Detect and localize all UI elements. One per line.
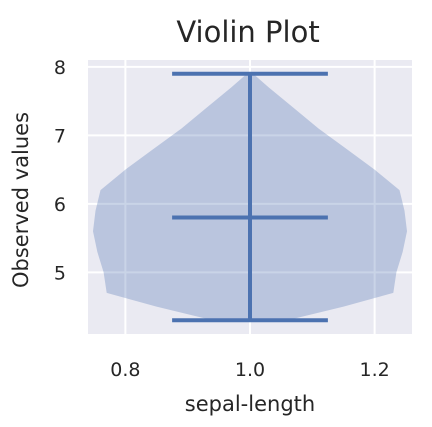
x-tick-labels: 0.8 1.0 1.2	[110, 359, 389, 381]
x-tick-label: 1.2	[360, 359, 390, 381]
x-tick-label: 1.0	[235, 359, 265, 381]
y-tick-label: 6	[54, 194, 66, 216]
x-tick-label: 0.8	[110, 359, 140, 381]
y-tick-label: 8	[54, 57, 66, 79]
chart-title: Violin Plot	[176, 15, 319, 49]
y-tick-label: 5	[54, 262, 66, 284]
y-tick-labels: 5 6 7 8	[54, 57, 66, 285]
x-axis-label: sepal-length	[185, 392, 315, 416]
y-tick-label: 7	[54, 125, 66, 147]
y-axis-label: Observed values	[9, 112, 33, 288]
